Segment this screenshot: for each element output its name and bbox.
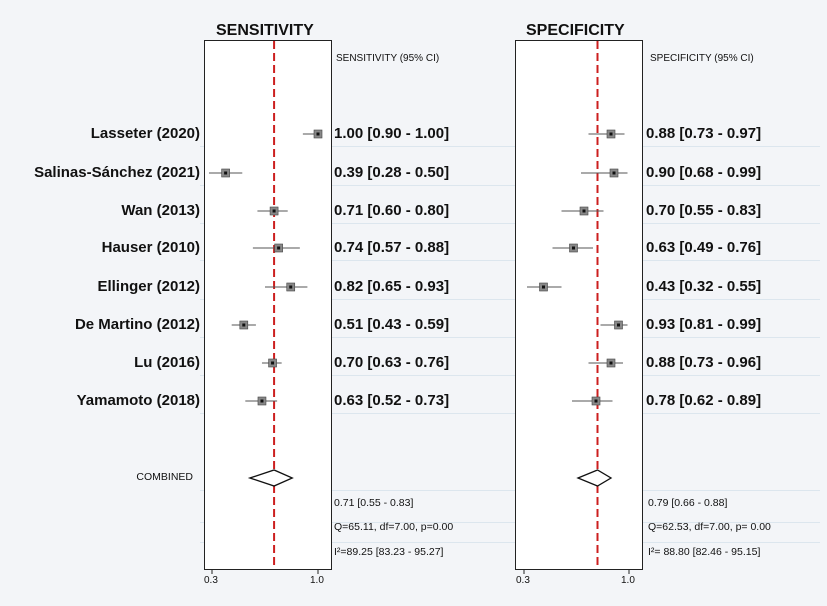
- specificity-title: SPECIFICITY: [526, 22, 625, 39]
- specificity-point: [609, 361, 613, 365]
- specificity-estimate-text: 0.88 [0.73 - 0.96]: [646, 354, 762, 371]
- row-band: [200, 185, 820, 186]
- specificity-estimate-text: 0.93 [0.81 - 0.99]: [646, 316, 762, 333]
- specificity-combined-diamond: [576, 469, 613, 487]
- row-band: [200, 260, 820, 261]
- study-label: Wan (2013): [121, 202, 200, 219]
- specificity-estimate-text: 0.88 [0.73 - 0.97]: [646, 125, 762, 142]
- specificity-point: [617, 323, 620, 327]
- sensitivity-combined-diamond: [247, 469, 294, 487]
- specificity-estimate-text: 0.70 [0.55 - 0.83]: [646, 202, 762, 219]
- specificity-point: [612, 171, 616, 175]
- row-band: [200, 299, 820, 300]
- sensitivity-combined-text: 0.71 [0.55 - 0.83]: [334, 497, 414, 509]
- specificity-heterogeneity: Q=62.53, df=7.00, p= 0.00: [648, 521, 771, 533]
- sensitivity-estimate-text: 0.63 [0.52 - 0.73]: [334, 392, 450, 409]
- sensitivity-point: [316, 132, 320, 136]
- specificity-point: [572, 246, 575, 250]
- sensitivity-point: [272, 209, 276, 213]
- specificity-estimate-text: 0.43 [0.32 - 0.55]: [646, 278, 762, 295]
- specificity-i2: I²= 88.80 [82.46 - 95.15]: [648, 546, 761, 558]
- specificity-x-tick-label: 1.0: [621, 575, 635, 586]
- specificity-x-tick-label: 0.3: [516, 575, 530, 586]
- specificity-point: [582, 209, 586, 213]
- specificity-point: [542, 285, 545, 289]
- row-band: [200, 413, 820, 414]
- specificity-column-header: SPECIFICITY (95% CI): [650, 53, 754, 64]
- study-label: Hauser (2010): [101, 239, 200, 256]
- study-label: De Martino (2012): [74, 316, 200, 333]
- specificity-estimate-text: 0.90 [0.68 - 0.99]: [646, 164, 762, 181]
- sensitivity-estimate-text: 0.70 [0.63 - 0.76]: [334, 354, 450, 371]
- row-band: [200, 490, 820, 491]
- row-band: [200, 337, 820, 338]
- sensitivity-point: [224, 171, 228, 175]
- sensitivity-point: [271, 361, 275, 365]
- sensitivity-estimate-text: 0.39 [0.28 - 0.50]: [334, 164, 450, 181]
- study-label: Yamamoto (2018): [76, 392, 200, 409]
- row-band: [200, 522, 820, 523]
- specificity-point: [594, 399, 598, 403]
- study-label: Ellinger (2012): [97, 278, 200, 295]
- sensitivity-point: [260, 399, 264, 403]
- row-band: [200, 146, 820, 147]
- sensitivity-heterogeneity: Q=65.11, df=7.00, p=0.00: [334, 521, 454, 533]
- specificity-panel: [515, 40, 643, 570]
- row-band: [200, 542, 820, 543]
- sensitivity-point: [289, 285, 293, 289]
- study-label: Lasseter (2020): [90, 125, 200, 142]
- sensitivity-point: [242, 323, 246, 327]
- study-label: Salinas-Sánchez (2021): [34, 164, 200, 181]
- specificity-point: [609, 132, 613, 136]
- row-band: [200, 223, 820, 224]
- sensitivity-x-tick-label: 0.3: [204, 575, 218, 586]
- specificity-estimate-text: 0.63 [0.49 - 0.76]: [646, 239, 762, 256]
- sensitivity-estimate-text: 0.71 [0.60 - 0.80]: [334, 202, 450, 219]
- sensitivity-i2: I²=89.25 [83.23 - 95.27]: [334, 546, 444, 558]
- sensitivity-column-header: SENSITIVITY (95% CI): [336, 53, 440, 64]
- sensitivity-title: SENSITIVITY: [216, 22, 314, 39]
- specificity-combined-text: 0.79 [0.66 - 0.88]: [648, 497, 728, 509]
- sensitivity-x-tick-label: 1.0: [310, 575, 324, 586]
- sensitivity-estimate-text: 0.82 [0.65 - 0.93]: [334, 278, 450, 295]
- sensitivity-estimate-text: 0.74 [0.57 - 0.88]: [334, 239, 450, 256]
- study-label: Lu (2016): [134, 354, 200, 371]
- sensitivity-point: [277, 246, 281, 250]
- row-band: [200, 375, 820, 376]
- sensitivity-estimate-text: 0.51 [0.43 - 0.59]: [334, 316, 450, 333]
- specificity-estimate-text: 0.78 [0.62 - 0.89]: [646, 392, 762, 409]
- sensitivity-estimate-text: 1.00 [0.90 - 1.00]: [334, 125, 450, 142]
- combined-label: COMBINED: [136, 471, 193, 483]
